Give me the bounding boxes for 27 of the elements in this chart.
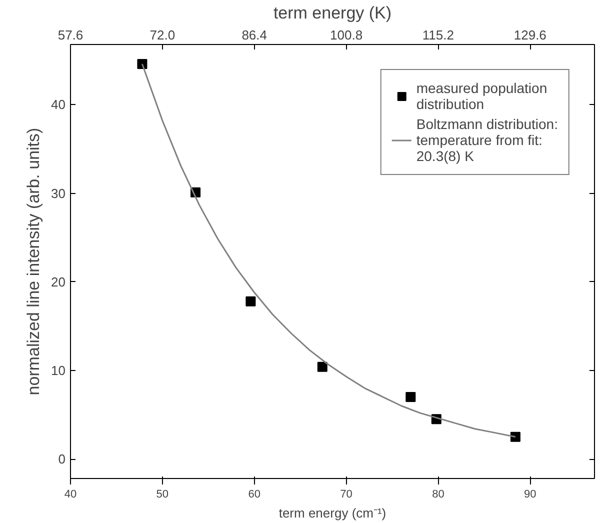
x2-tick-label: 86.4: [242, 28, 268, 42]
x-tick-label: 70: [340, 488, 352, 500]
x-tick-label: 80: [432, 488, 444, 500]
y-tick-label: 10: [51, 362, 66, 378]
point: [406, 392, 416, 402]
x-tick-label: 90: [524, 488, 536, 500]
y-tick-label: 0: [58, 452, 66, 467]
x2-tick-label: 100.8: [330, 28, 363, 42]
x-tick-label: 60: [248, 488, 260, 500]
x-tick-label: 50: [156, 488, 169, 500]
point: [317, 362, 328, 372]
legend-label: Boltzmann distribution: temperature from fit: 20.3(8) K: [416, 116, 558, 164]
x2-tick-label: 72.0: [150, 28, 176, 42]
x2-tick-label: 57.6: [58, 28, 84, 42]
x2-tick-label: 129.6: [514, 28, 546, 42]
y-tick-label: 40: [51, 97, 66, 112]
y-tick-label: 30: [51, 186, 66, 201]
point: [510, 432, 520, 442]
legend-label: measured population distribution: [416, 80, 548, 112]
x2-tick-label: 115.2: [422, 28, 454, 42]
point: [137, 58, 148, 69]
point: [246, 296, 256, 306]
x-axis-title: term energy (cm⁻¹): [278, 506, 386, 520]
x2-axis-title: term energy (K): [273, 4, 392, 22]
x-tick-label: 40: [64, 488, 77, 500]
y-axis-title: normalized line intensity (arb. units): [24, 128, 44, 396]
y-tick-label: 20: [51, 274, 66, 290]
